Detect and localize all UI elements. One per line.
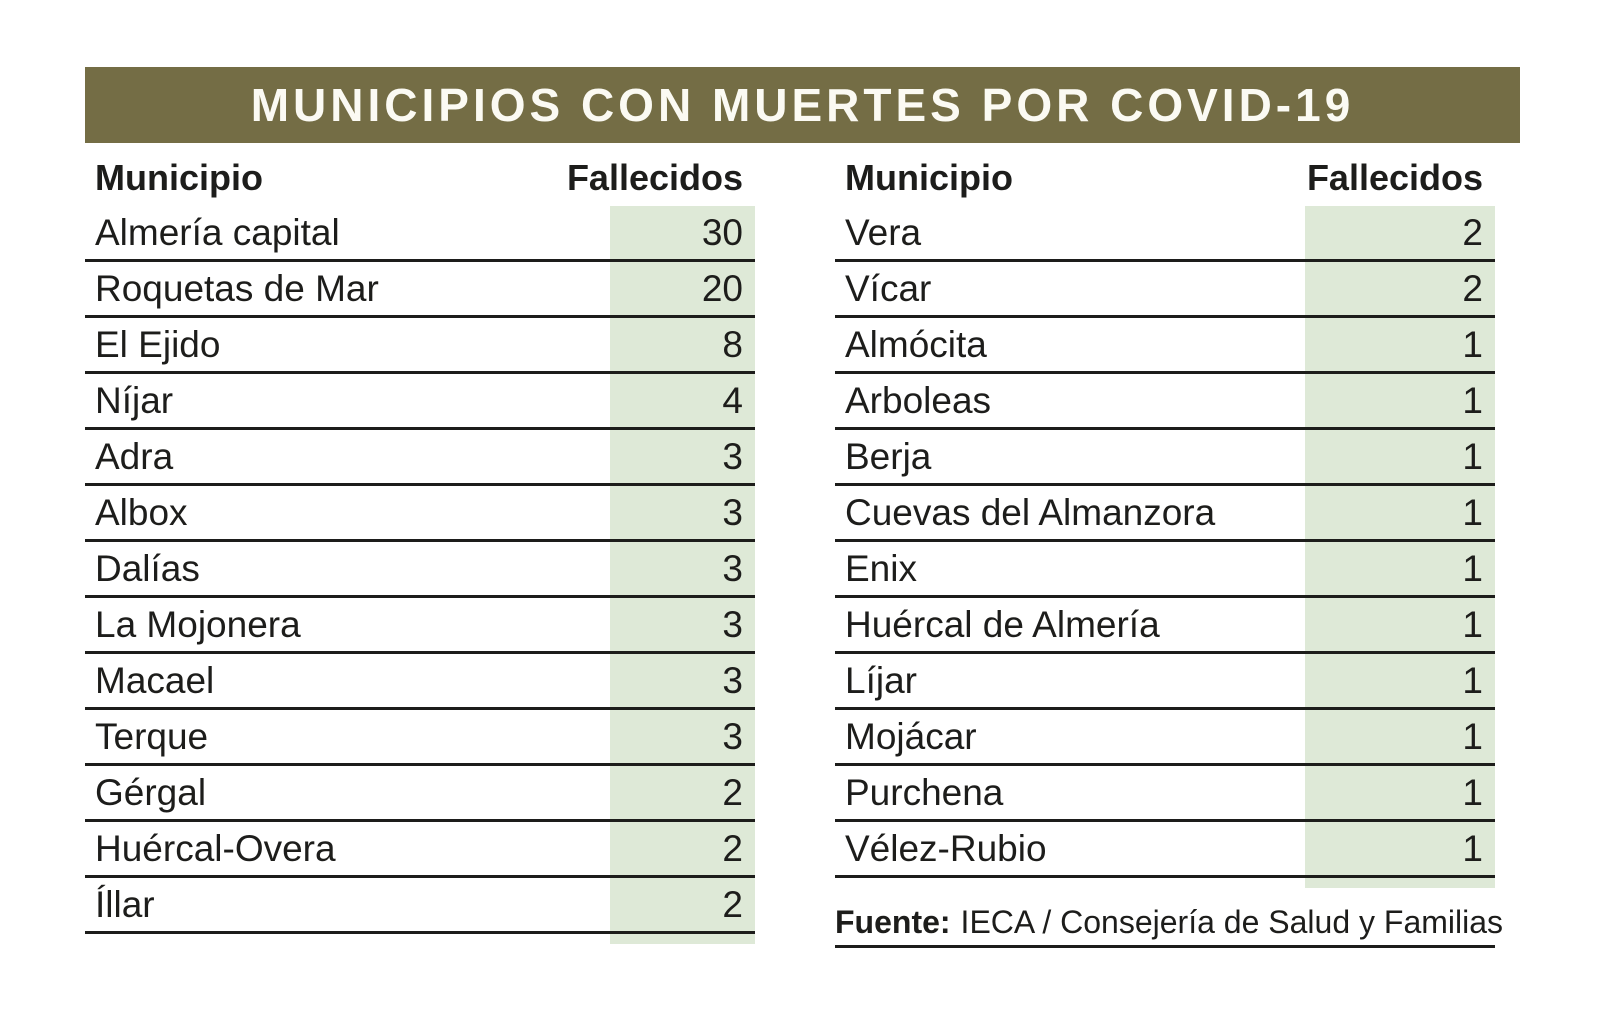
municipio-cell: Roquetas de Mar bbox=[95, 267, 379, 309]
municipio-cell: Almócita bbox=[845, 323, 987, 365]
fallecidos-cell: 3 bbox=[610, 430, 755, 483]
municipio-cell: Enix bbox=[845, 547, 917, 589]
fallecidos-cell: 1 bbox=[1305, 654, 1495, 707]
municipio-cell: Berja bbox=[845, 435, 932, 477]
table-header-row: Municipio Fallecidos bbox=[835, 150, 1495, 206]
fallecidos-cell: 2 bbox=[610, 766, 755, 819]
table-row: Terque 3 bbox=[85, 710, 755, 766]
table-row: Purchena 1 bbox=[835, 766, 1495, 822]
source-label: Fuente: bbox=[835, 904, 951, 940]
table-row: Almería capital 30 bbox=[85, 206, 755, 262]
municipio-cell: Dalías bbox=[95, 547, 200, 589]
table-row: Arboleas 1 bbox=[835, 374, 1495, 430]
page-title: MUNICIPIOS CON MUERTES POR COVID-19 bbox=[250, 79, 1355, 131]
table-row: Vélez-Rubio 1 bbox=[835, 822, 1495, 878]
table-row: Dalías 3 bbox=[85, 542, 755, 598]
column-header-municipio: Municipio bbox=[845, 157, 1013, 198]
municipio-cell: Huércal-Overa bbox=[95, 827, 336, 869]
municipio-cell: Vícar bbox=[845, 267, 932, 309]
municipio-cell: La Mojonera bbox=[95, 603, 301, 645]
fallecidos-cell: 1 bbox=[1305, 542, 1495, 595]
municipio-cell: Líjar bbox=[845, 659, 917, 701]
municipio-cell: Vera bbox=[845, 211, 922, 253]
fallecidos-cell: 1 bbox=[1305, 822, 1495, 875]
fallecidos-cell: 20 bbox=[610, 262, 755, 315]
fallecidos-cell: 1 bbox=[1305, 766, 1495, 819]
column-header-fallecidos: Fallecidos bbox=[1306, 157, 1483, 198]
municipio-cell: Adra bbox=[95, 435, 174, 477]
fallecidos-cell: 1 bbox=[1305, 374, 1495, 427]
table-row: Huércal de Almería 1 bbox=[835, 598, 1495, 654]
green-column-tail bbox=[835, 878, 1495, 888]
title-bar: MUNICIPIOS CON MUERTES POR COVID-19 bbox=[85, 67, 1520, 143]
fallecidos-cell: 1 bbox=[1305, 486, 1495, 539]
table-row: Macael 3 bbox=[85, 654, 755, 710]
table-row: Cuevas del Almanzora 1 bbox=[835, 486, 1495, 542]
table-body: Vera 2 Vícar 2 Almócita 1 Arboleas 1 Berja 1 Cueva… bbox=[835, 206, 1495, 878]
fallecidos-cell: 8 bbox=[610, 318, 755, 371]
table-row: Níjar 4 bbox=[85, 374, 755, 430]
municipio-cell: Cuevas del Almanzora bbox=[845, 491, 1216, 533]
deaths-table-right: Municipio Fallecidos Vera 2 Vícar 2 Almócita… bbox=[835, 150, 1503, 948]
municipio-cell: Arboleas bbox=[845, 379, 992, 421]
municipio-cell: Albox bbox=[95, 491, 188, 533]
green-column-tail bbox=[85, 934, 755, 944]
municipio-cell: Huércal de Almería bbox=[845, 603, 1160, 645]
municipio-cell: Gérgal bbox=[95, 771, 207, 813]
column-header-municipio: Municipio bbox=[95, 157, 263, 198]
municipio-cell: Terque bbox=[95, 715, 209, 757]
municipio-cell: Macael bbox=[95, 659, 215, 701]
table-body: Almería capital 30 Roquetas de Mar 20 El Eji… bbox=[85, 206, 755, 934]
fallecidos-cell: 3 bbox=[610, 486, 755, 539]
source-text: IECA / Consejería de Salud y Familias bbox=[960, 904, 1504, 940]
fallecidos-cell: 4 bbox=[610, 374, 755, 427]
table-row: Vícar 2 bbox=[835, 262, 1495, 318]
table-row: Vera 2 bbox=[835, 206, 1495, 262]
fallecidos-cell: 30 bbox=[610, 206, 755, 259]
fallecidos-cell: 3 bbox=[610, 598, 755, 651]
table-row: Gérgal 2 bbox=[85, 766, 755, 822]
table-header-row: Municipio Fallecidos bbox=[85, 150, 755, 206]
source-note: Fuente: IECA / Consejería de Salud y Fami… bbox=[835, 904, 1503, 948]
municipio-cell: Íllar bbox=[95, 883, 155, 925]
fallecidos-cell: 2 bbox=[610, 878, 755, 931]
table-row: Íllar 2 bbox=[85, 878, 755, 934]
table-row: Roquetas de Mar 20 bbox=[85, 262, 755, 318]
table-row: Líjar 1 bbox=[835, 654, 1495, 710]
fallecidos-cell: 3 bbox=[610, 654, 755, 707]
municipio-cell: Purchena bbox=[845, 771, 1004, 813]
table-row: Mojácar 1 bbox=[835, 710, 1495, 766]
table-row: Almócita 1 bbox=[835, 318, 1495, 374]
table-row: Adra 3 bbox=[85, 430, 755, 486]
fallecidos-cell: 1 bbox=[1305, 318, 1495, 371]
fallecidos-cell: 1 bbox=[1305, 710, 1495, 763]
fallecidos-cell: 2 bbox=[1305, 262, 1495, 315]
fallecidos-cell: 3 bbox=[610, 542, 755, 595]
municipio-cell: Almería capital bbox=[95, 211, 340, 253]
table-row: Huércal-Overa 2 bbox=[85, 822, 755, 878]
green-tail-cell bbox=[1305, 878, 1495, 888]
deaths-table-left: Municipio Fallecidos Almería capital 30 Ro… bbox=[85, 150, 755, 948]
table-row: Enix 1 bbox=[835, 542, 1495, 598]
fallecidos-cell: 2 bbox=[1305, 206, 1495, 259]
table-row: El Ejido 8 bbox=[85, 318, 755, 374]
fallecidos-cell: 1 bbox=[1305, 430, 1495, 483]
table-row: Berja 1 bbox=[835, 430, 1495, 486]
fallecidos-cell: 2 bbox=[610, 822, 755, 875]
municipio-cell: Mojácar bbox=[845, 715, 977, 757]
green-tail-cell bbox=[610, 934, 755, 944]
tables-container: Municipio Fallecidos Almería capital 30 Ro… bbox=[85, 150, 1503, 948]
fallecidos-cell: 3 bbox=[610, 710, 755, 763]
fallecidos-cell: 1 bbox=[1305, 598, 1495, 651]
municipio-cell: El Ejido bbox=[95, 323, 221, 365]
column-header-fallecidos: Fallecidos bbox=[566, 157, 743, 198]
municipio-cell: Vélez-Rubio bbox=[845, 827, 1047, 869]
table-row: Albox 3 bbox=[85, 486, 755, 542]
table-row: La Mojonera 3 bbox=[85, 598, 755, 654]
municipio-cell: Níjar bbox=[95, 379, 174, 421]
